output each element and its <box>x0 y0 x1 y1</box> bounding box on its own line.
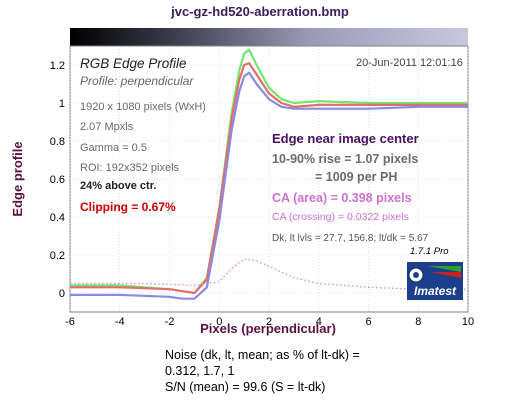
info-line-gamma: Gamma = 0.5 <box>80 142 147 154</box>
x-tick-label: -2 <box>165 316 175 328</box>
edge-location-label: Edge near image center <box>272 131 419 146</box>
x-tick-label: 6 <box>365 316 371 328</box>
per-ph-label: = 1009 per PH <box>315 170 398 184</box>
y-tick-label: 0 <box>59 288 65 300</box>
y-tick-label: 0.6 <box>50 174 65 186</box>
info-line-resolution: 1920 x 1080 pixels (WxH) <box>80 101 206 113</box>
x-tick-label: -6 <box>65 316 75 328</box>
x-axis-label: Pixels (perpendicular) <box>200 321 336 336</box>
x-tick-label: 0 <box>216 316 222 328</box>
grid <box>69 46 469 312</box>
panel-heading: RGB Edge Profile <box>80 56 187 71</box>
red-series-line <box>70 61 468 295</box>
rise-label: 10-90% rise = 1.07 pixels <box>272 152 419 166</box>
y-tick-label: 1.2 <box>50 60 65 72</box>
y-tick-labels: 0 0.2 0.4 0.6 0.8 1 1.2 <box>50 60 65 300</box>
x-tick-label: 10 <box>462 316 474 328</box>
info-line-mpxls: 2.07 Mpxls <box>80 121 134 133</box>
version-label: 1.7.1 Pro <box>410 246 449 257</box>
x-tick-label: 8 <box>415 316 421 328</box>
noise-line-1: Noise (dk, lt, mean; as % of lt-dk) = <box>165 348 360 362</box>
y-tick-label: 0.4 <box>50 212 65 224</box>
above-center-label: 24% above ctr. <box>80 180 157 192</box>
noise-line-2: 0.312, 1.7, 1 <box>165 364 235 378</box>
x-tick-label: 2 <box>266 316 272 328</box>
x-tick-labels: -6 -4 -2 0 2 4 6 8 10 <box>65 316 474 328</box>
clipping-label: Clipping = 0.67% <box>80 200 176 214</box>
x-tick-label: 4 <box>316 316 322 328</box>
chart-title: jvc-gz-hd520-aberration.bmp <box>171 4 349 19</box>
x-tick-label: -4 <box>115 316 125 328</box>
ca-series-line <box>70 258 468 290</box>
date-stamp: 20-Jun-2011 12:01:16 <box>356 57 463 69</box>
panel-subheading: Profile: perpendicular <box>80 74 194 88</box>
imatest-logo: Imatest <box>407 262 463 300</box>
y-tick-label: 0.8 <box>50 136 65 148</box>
y-tick-label: 0.2 <box>50 250 65 262</box>
edge-image-strip <box>70 28 468 46</box>
ca-crossing-label: CA (crossing) = 0.0322 pixels <box>272 211 409 223</box>
dark-light-levels: Dk, lt lvls = 27.7, 156.8; lt/dk = 5.67 <box>272 233 429 244</box>
y-tick-label: 1 <box>59 98 65 110</box>
info-line-roi: ROI: 192x352 pixels <box>80 162 180 174</box>
blue-series-line <box>70 71 468 300</box>
signal-noise-line: S/N (mean) = 99.6 (S = lt-dk) <box>165 380 326 394</box>
ca-area-label: CA (area) = 0.398 pixels <box>272 191 412 205</box>
series-group <box>70 48 468 300</box>
y-axis-label: Edge profile <box>10 141 25 216</box>
logo-text: Imatest <box>414 284 457 298</box>
